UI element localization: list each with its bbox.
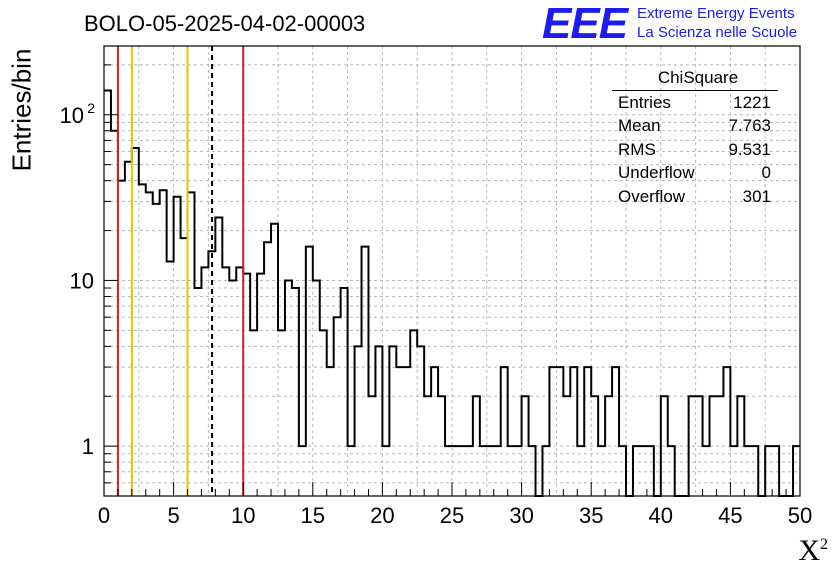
x-tick-label: 45 [718, 503, 742, 528]
x-tick-label: 0 [98, 503, 110, 528]
x-axis-label: X2 [798, 534, 828, 568]
y-tick-label: 10 [70, 268, 94, 293]
stats-row-underflow: Underflow 0 [612, 161, 778, 185]
histogram-series [104, 89, 800, 497]
y-axis-label: Entries/bin [6, 48, 37, 172]
stats-label: Underflow [618, 163, 695, 182]
x-tick-label: 50 [788, 503, 812, 528]
logo-subtitle-2: La Scienza nelle Scuole [637, 24, 798, 41]
stats-value: 0 [761, 163, 771, 182]
stats-row-overflow: Overflow 301 [612, 185, 778, 209]
x-tick-label: 5 [167, 503, 179, 528]
stats-value: 9.531 [728, 139, 771, 159]
stats-value: 1221 [733, 92, 771, 112]
stats-value: 301 [742, 186, 771, 206]
logo-subtitle-1: Extreme Energy Events [637, 5, 795, 22]
x-tick-label: 35 [579, 503, 603, 528]
y-tick-label: 10 [60, 103, 84, 128]
x-axis-label-exp: 2 [820, 536, 828, 553]
x-tick-label: 15 [301, 503, 325, 528]
eee-logo: EEE [542, 0, 628, 48]
y-tick-label: 1 [82, 434, 94, 459]
run-title: BOLO-05-2025-04-02-00003 [84, 11, 366, 36]
stats-row-mean: Mean 7.763 [612, 114, 778, 138]
x-tick-label: 20 [370, 503, 394, 528]
stats-box: ChiSquare Entries 1221 Mean 7.763 RMS 9.… [612, 66, 778, 208]
x-tick-label: 25 [440, 503, 464, 528]
stats-value: 7.763 [728, 116, 771, 135]
x-tick-label: 30 [509, 503, 533, 528]
stats-label: RMS [618, 139, 656, 159]
x-tick-label: 10 [231, 503, 255, 528]
stats-label: Overflow [618, 186, 686, 206]
stats-divider [612, 89, 778, 91]
stats-title: ChiSquare [657, 68, 739, 87]
x-tick-label: 40 [649, 503, 673, 528]
y-tick-label-exp: 2 [87, 100, 95, 116]
stats-row-rms: RMS 9.531 [612, 138, 778, 162]
stats-row-entries: Entries 1221 [612, 91, 778, 115]
x-axis-label-base: X [798, 534, 820, 567]
stats-label: Mean [618, 116, 661, 135]
stats-label: Entries [618, 92, 671, 112]
